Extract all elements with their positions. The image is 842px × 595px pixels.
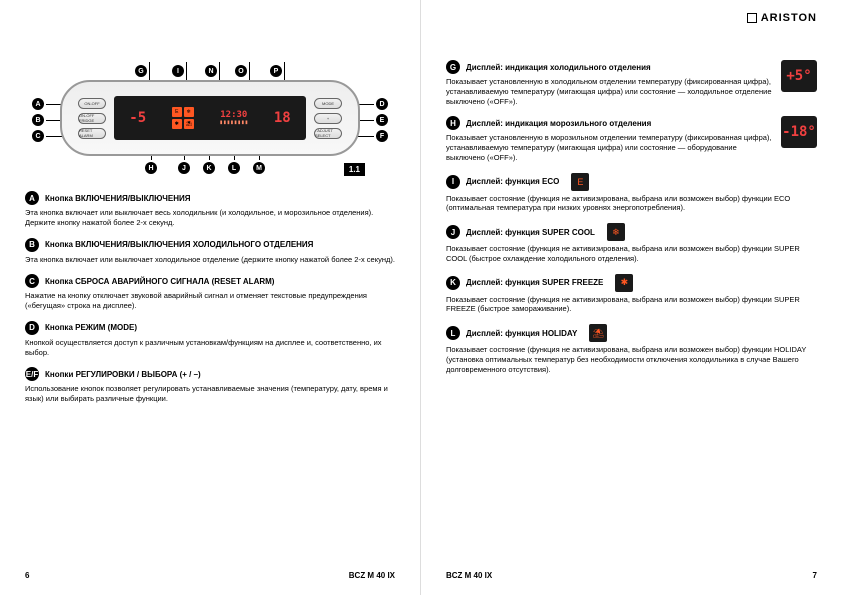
callout-D: D	[376, 98, 388, 110]
right-page: ARISTON G Дисплей: индикация холодильного…	[421, 0, 842, 595]
function-icon: ❄	[607, 223, 625, 241]
brand-icon	[747, 13, 757, 23]
mode-button[interactable]: MODE	[314, 98, 342, 109]
desc-body: Кнопкой осуществляется доступ к различны…	[25, 338, 395, 358]
page-number-left: 6	[25, 571, 29, 580]
description-item: A Кнопка ВКЛЮЧЕНИЯ/ВЫКЛЮЧЕНИЯ Эта кнопка в…	[25, 191, 395, 228]
callout-A: A	[32, 98, 44, 110]
desc-title: Дисплей: функция SUPER FREEZE	[466, 278, 603, 287]
display-sample: -18°	[781, 116, 817, 148]
callout-H: H	[145, 162, 157, 174]
desc-title: Дисплей: функция HOLIDAY	[466, 329, 577, 338]
desc-bullet: D	[25, 321, 39, 335]
callout-J: J	[178, 162, 190, 174]
figure-number: 1.1	[344, 163, 365, 176]
description-item: H Дисплей: индикация морозильного отделен…	[446, 116, 817, 162]
description-item: E/F Кнопки РЕГУЛИРОВКИ / ВЫБОРА (+ / –) Ис…	[25, 367, 395, 404]
callout-C: C	[32, 130, 44, 142]
desc-title: Кнопки РЕГУЛИРОВКИ / ВЫБОРА (+ / –)	[45, 370, 201, 379]
callout-O: O	[235, 65, 247, 77]
desc-title: Кнопка РЕЖИМ (MODE)	[45, 323, 137, 332]
desc-title: Кнопка СБРОСА АВАРИЙНОГО СИГНАЛА (RESET …	[45, 277, 274, 286]
callout-M: M	[253, 162, 265, 174]
desc-body: Показывает состояние (функция не активиз…	[446, 244, 817, 264]
left-buttons: ON-OFF ON-OFF FRIDGE RESET ALARM	[78, 98, 106, 139]
callout-N: N	[205, 65, 217, 77]
desc-title: Кнопка ВКЛЮЧЕНИЯ/ВЫКЛЮЧЕНИЯ	[45, 194, 190, 203]
description-item: C Кнопка СБРОСА АВАРИЙНОГО СИГНАЛА (RESET…	[25, 274, 395, 311]
callout-B: B	[32, 114, 44, 126]
page-number-right: 7	[813, 571, 817, 580]
desc-bullet: B	[25, 238, 39, 252]
desc-bullet: H	[446, 116, 460, 130]
left-descriptions: A Кнопка ВКЛЮЧЕНИЯ/ВЫКЛЮЧЕНИЯ Эта кнопка в…	[25, 191, 395, 404]
desc-body: Использование кнопок позволяет регулиров…	[25, 384, 395, 404]
callout-P: P	[270, 65, 282, 77]
desc-bullet: C	[25, 274, 39, 288]
desc-title: Кнопка ВКЛЮЧЕНИЯ/ВЫКЛЮЧЕНИЯ ХОЛОДИЛЬНОГО…	[45, 240, 313, 249]
desc-bullet: K	[446, 276, 460, 290]
desc-bullet: A	[25, 191, 39, 205]
description-item: K Дисплей: функция SUPER FREEZE ✱ Показывае…	[446, 274, 817, 315]
description-item: I Дисплей: функция ECO E Показывает состоян…	[446, 173, 817, 214]
minus-button[interactable]: - ADJUST SELECT	[314, 128, 342, 139]
desc-body: Показывает установленную в морозильном о…	[446, 133, 773, 162]
desc-body: Показывает установленную в холодильном о…	[446, 77, 773, 106]
desc-bullet: J	[446, 225, 460, 239]
reset-alarm-button[interactable]: RESET ALARM	[78, 128, 106, 139]
desc-body: Нажатие на кнопку отключает звуковой ава…	[25, 291, 395, 311]
callout-K: K	[203, 162, 215, 174]
fridge-temp-display: -5	[129, 111, 146, 125]
description-item: L Дисплей: функция HOLIDAY ⛱ Показывает сос…	[446, 324, 817, 374]
callout-L: L	[228, 162, 240, 174]
on-off-button[interactable]: ON-OFF	[78, 98, 106, 109]
right-buttons: MODE + - ADJUST SELECT	[314, 98, 342, 139]
desc-body: Эта кнопка включает или выключает весь х…	[25, 208, 395, 228]
callout-G: G	[135, 65, 147, 77]
callout-F: F	[376, 130, 388, 142]
lcd-display: -5 E❄ ✱⛱ 12:30 ▮▮▮▮▮▮▮▮ 18	[114, 96, 306, 140]
left-page: G I N O P A B C D E F H J K L M ON-OFF O…	[0, 0, 421, 595]
display-sample: +5°	[781, 60, 817, 92]
plus-button[interactable]: +	[314, 113, 342, 124]
desc-body: Эта кнопка включает или выключает холоди…	[25, 255, 395, 265]
callout-E: E	[376, 114, 388, 126]
model-left: BCZ M 40 IX	[349, 571, 395, 580]
freezer-temp-display: 18	[274, 111, 291, 125]
callout-I: I	[172, 65, 184, 77]
desc-title: Дисплей: функция SUPER COOL	[466, 228, 595, 237]
desc-title: Дисплей: функция ECO	[466, 177, 559, 186]
desc-bullet: L	[446, 326, 460, 340]
desc-body: Показывает состояние (функция не активиз…	[446, 295, 817, 315]
model-right: BCZ M 40 IX	[446, 571, 492, 580]
desc-bullet: I	[446, 175, 460, 189]
desc-body: Показывает состояние (функция не активиз…	[446, 194, 817, 214]
description-item: J Дисплей: функция SUPER COOL ❄ Показывает …	[446, 223, 817, 264]
description-item: B Кнопка ВКЛЮЧЕНИЯ/ВЫКЛЮЧЕНИЯ ХОЛОДИЛЬНОГ…	[25, 238, 395, 265]
desc-title: Дисплей: индикация морозильного отделени…	[466, 119, 651, 128]
control-panel-figure: G I N O P A B C D E F H J K L M ON-OFF O…	[60, 80, 360, 156]
description-item: D Кнопка РЕЖИМ (MODE) Кнопкой осуществляет…	[25, 321, 395, 358]
description-item: G Дисплей: индикация холодильного отделен…	[446, 60, 817, 106]
desc-bullet: E/F	[25, 367, 39, 381]
function-icon: ✱	[615, 274, 633, 292]
right-descriptions: G Дисплей: индикация холодильного отделен…	[446, 60, 817, 374]
control-panel: ON-OFF ON-OFF FRIDGE RESET ALARM -5 E❄ ✱…	[60, 80, 360, 156]
desc-bullet: G	[446, 60, 460, 74]
brand-logo: ARISTON	[747, 12, 817, 24]
desc-body: Показывает состояние (функция не активиз…	[446, 345, 817, 374]
function-icon: ⛱	[589, 324, 607, 342]
on-off-fridge-button[interactable]: ON-OFF FRIDGE	[78, 113, 106, 124]
function-icon: E	[571, 173, 589, 191]
desc-title: Дисплей: индикация холодильного отделени…	[466, 63, 651, 72]
